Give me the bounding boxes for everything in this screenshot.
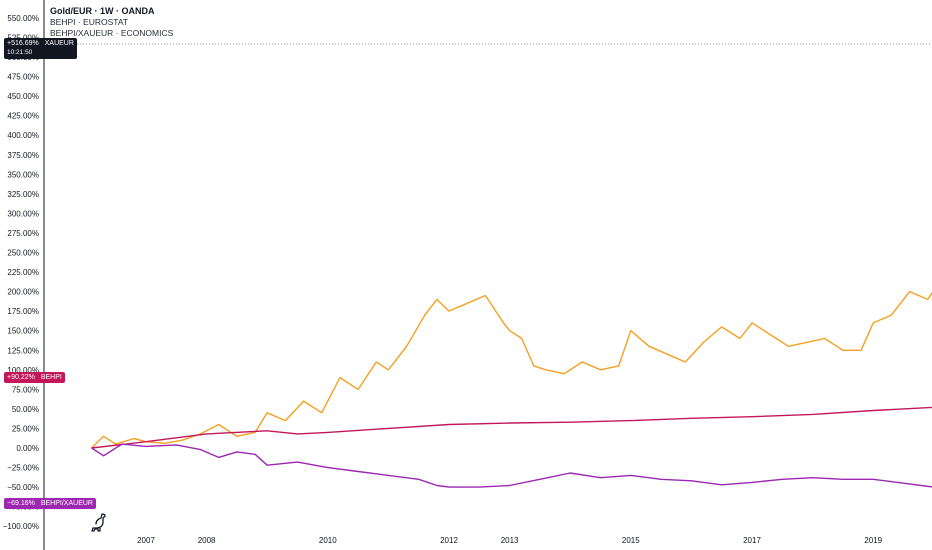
last-price-badge-behpi: +90.22% BEHPI xyxy=(4,372,65,383)
x-tick-label: 2019 xyxy=(864,536,882,545)
x-tick-label: 2017 xyxy=(743,536,761,545)
badge-name: BEHPI/XAUEUR xyxy=(40,500,93,507)
legend-ratio[interactable]: BEHPI/XAUEUR · ECONOMICS xyxy=(50,28,174,38)
y-tick-label: −50.00% xyxy=(7,483,39,492)
y-tick-label: 225.00% xyxy=(7,268,39,277)
y-tick-label: 25.00% xyxy=(12,424,39,433)
x-tick-label: 2013 xyxy=(501,536,519,545)
y-tick-label: 175.00% xyxy=(7,307,39,316)
x-tick-label: 2012 xyxy=(440,536,458,545)
y-tick-label: 75.00% xyxy=(12,385,39,394)
y-tick-label: 325.00% xyxy=(7,190,39,199)
y-axis: 550.00%525.00%500.00%475.00%450.00%425.0… xyxy=(3,14,39,531)
y-tick-label: 425.00% xyxy=(7,112,39,121)
legend-main-symbol[interactable]: Gold/EUR · 1W · OANDA xyxy=(50,6,155,16)
badge-value: +516.69% xyxy=(7,40,39,47)
dino-logo-icon[interactable] xyxy=(90,512,108,532)
y-tick-label: 200.00% xyxy=(7,288,39,297)
series-line-xaueur[interactable] xyxy=(91,34,932,449)
series-layer xyxy=(91,34,932,502)
badge-name: BEHPI xyxy=(40,374,62,381)
y-tick-label: 450.00% xyxy=(7,92,39,101)
series-line-behpi-xaueur[interactable] xyxy=(91,443,932,502)
badge-countdown: 10:21:50 xyxy=(7,49,33,56)
x-tick-label: 2015 xyxy=(622,536,640,545)
badge-value: +90.22% xyxy=(7,374,35,381)
x-tick-label: 2010 xyxy=(319,536,337,545)
y-tick-label: 525.00% xyxy=(7,33,39,42)
y-tick-label: 400.00% xyxy=(7,131,39,140)
y-tick-label: −25.00% xyxy=(7,464,39,473)
last-price-badge-xaueur: +516.69% XAUEUR 10:21:50 xyxy=(4,38,77,59)
y-tick-label: 50.00% xyxy=(12,405,39,414)
y-tick-label: 150.00% xyxy=(7,327,39,336)
legend-behpi[interactable]: BEHPI · EUROSTAT xyxy=(50,17,129,27)
last-price-badge-ratio: −69.16% BEHPI/XAUEUR xyxy=(4,498,96,509)
y-tick-label: 250.00% xyxy=(7,249,39,258)
y-tick-label: −100.00% xyxy=(3,522,39,531)
x-tick-label: 2007 xyxy=(137,536,155,545)
y-tick-label: 350.00% xyxy=(7,170,39,179)
y-tick-label: 300.00% xyxy=(7,209,39,218)
y-tick-label: 125.00% xyxy=(7,346,39,355)
x-axis: 2007200820102012201320152017201920212023… xyxy=(137,536,883,545)
y-tick-label: 475.00% xyxy=(7,73,39,82)
x-tick-label: 2008 xyxy=(198,536,216,545)
y-tick-label: 0.00% xyxy=(16,444,39,453)
badge-value: −69.16% xyxy=(7,500,35,507)
y-tick-label: 375.00% xyxy=(7,151,39,160)
y-tick-label: 100.00% xyxy=(7,366,39,375)
series-line-behpi[interactable] xyxy=(91,377,932,449)
badge-name: XAUEUR xyxy=(44,40,74,47)
chart-legend: Gold/EUR · 1W · OANDA BEHPI · EUROSTAT B… xyxy=(50,6,173,39)
y-tick-label: 550.00% xyxy=(7,14,39,23)
y-tick-label: 275.00% xyxy=(7,229,39,238)
